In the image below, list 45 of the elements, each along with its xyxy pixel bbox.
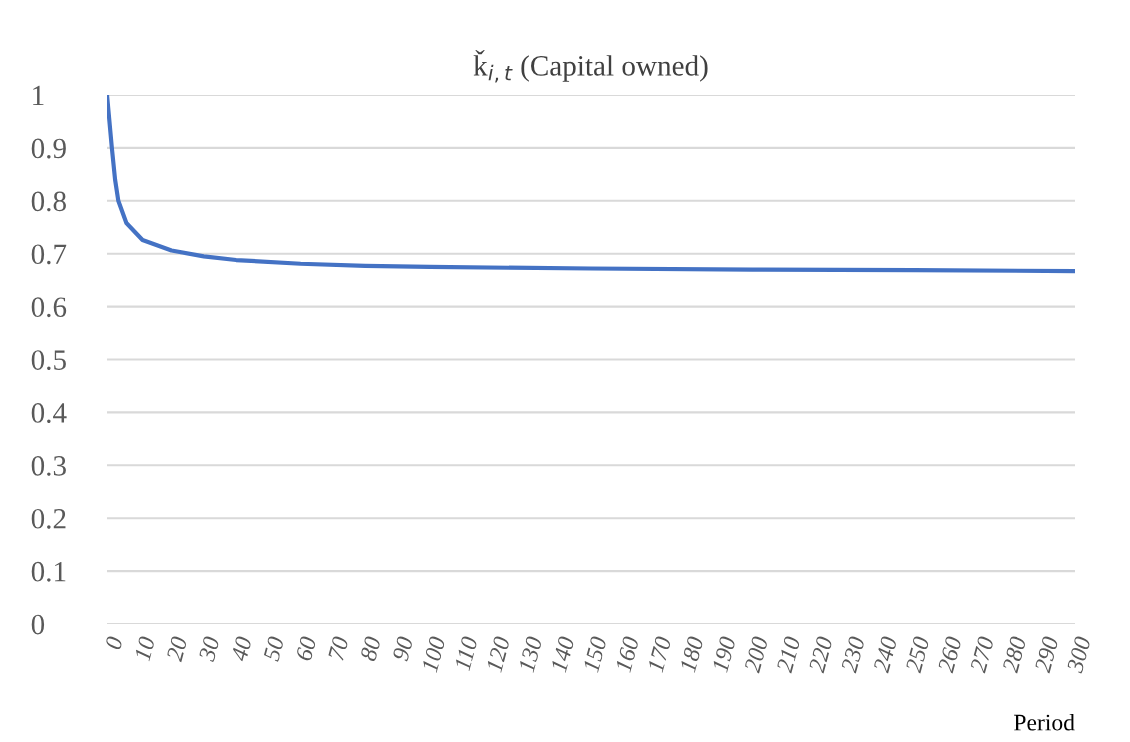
x-tick-label: 20 bbox=[166, 635, 188, 663]
x-tick-label: 140 bbox=[550, 635, 575, 673]
y-tick-label: 0.8 bbox=[31, 191, 66, 212]
x-tick-label: 200 bbox=[743, 635, 769, 674]
x-tick-label: 260 bbox=[937, 635, 962, 674]
x-tick-label: 0 bbox=[104, 635, 123, 650]
x-tick-label: 50 bbox=[262, 635, 285, 662]
x-tick-label: 40 bbox=[230, 635, 253, 663]
y-tick-label: 0 bbox=[31, 614, 45, 635]
x-tick-label: 280 bbox=[1001, 635, 1027, 674]
y-tick-label: 0.3 bbox=[31, 456, 66, 476]
x-tick-label: 10 bbox=[134, 635, 156, 662]
x-tick-label: 150 bbox=[582, 635, 607, 673]
line-series bbox=[107, 95, 1075, 274]
x-tick-label: 170 bbox=[647, 635, 672, 673]
x-tick-label: 210 bbox=[776, 635, 801, 674]
x-tick-label: 300 bbox=[1066, 635, 1091, 674]
x-tick-label: 130 bbox=[518, 635, 543, 673]
x-tick-label: 250 bbox=[905, 635, 930, 674]
y-tick-label: 1 bbox=[33, 85, 44, 106]
y-tick-label: 0.1 bbox=[31, 561, 66, 582]
x-tick-label: 190 bbox=[711, 635, 737, 673]
y-tick-label: 0.7 bbox=[31, 244, 67, 265]
x-tick-label: 80 bbox=[359, 635, 382, 662]
x-tick-label: 120 bbox=[485, 635, 511, 673]
x-tick-label: 30 bbox=[198, 635, 220, 663]
y-tick-label: 0.6 bbox=[31, 297, 67, 318]
x-tick-label: 70 bbox=[327, 635, 349, 661]
x-tick-label: 220 bbox=[808, 635, 833, 674]
x-tick-label: 90 bbox=[392, 635, 414, 662]
y-tick-label: 0.5 bbox=[31, 350, 66, 371]
x-tick-label: 230 bbox=[840, 635, 866, 674]
x-axis-title: Period bbox=[1014, 713, 1075, 731]
y-tick-label: 0.4 bbox=[31, 403, 67, 423]
x-tick-label: 100 bbox=[421, 635, 446, 673]
y-tick-label: 0.2 bbox=[31, 508, 66, 529]
x-tick-label: 180 bbox=[679, 635, 704, 673]
y-tick-label: 0.9 bbox=[31, 138, 66, 159]
x-tick-label: 240 bbox=[872, 635, 898, 674]
chart-title: ǩ$_{i,t}$ (Capital owned) bbox=[473, 49, 708, 83]
x-tick-label: 160 bbox=[614, 635, 640, 673]
x-tick-label: 290 bbox=[1034, 635, 1059, 674]
x-tick-label: 270 bbox=[969, 635, 995, 674]
x-tick-label: 110 bbox=[454, 635, 478, 672]
x-tick-label: 60 bbox=[295, 635, 317, 662]
